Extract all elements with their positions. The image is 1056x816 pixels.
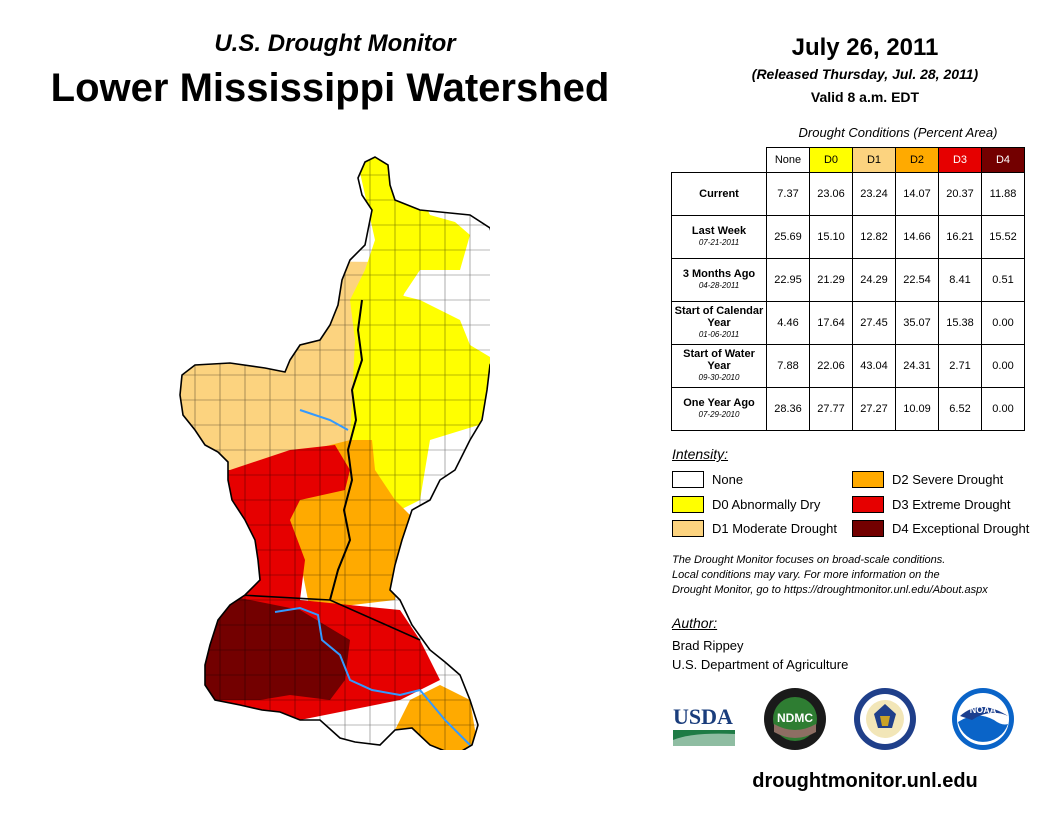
table-cell: 14.66 <box>895 215 939 259</box>
author-organization: U.S. Department of Agriculture <box>672 657 849 672</box>
author-label: Author: <box>672 615 718 631</box>
row-date: 07-21-2011 <box>698 238 740 247</box>
legend-title: Intensity: <box>672 446 729 462</box>
row-label: One Year Ago 07-29-2010 <box>671 387 767 431</box>
table-row: Current 7.37 23.06 23.24 14.07 20.37 11.… <box>671 172 1025 216</box>
table-cell: 0.51 <box>981 258 1025 302</box>
legend-swatch <box>672 471 704 488</box>
table-cell: 0.00 <box>981 387 1025 431</box>
legend-item-none: None <box>672 471 743 488</box>
table-row: Start of Water Year 09-30-2010 7.88 22.06… <box>671 344 1025 388</box>
drought-conditions-table: None D0 D1 D2 D3 D4 Current 7.37 23.06 2… <box>671 147 1025 431</box>
table-cell: 43.04 <box>852 344 896 388</box>
table-row: Start of Calendar Year 01-06-2011 4.46 17… <box>671 301 1025 345</box>
row-label: 3 Months Ago 04-28-2011 <box>671 258 767 302</box>
table-row: 3 Months Ago 04-28-2011 22.95 21.29 24.29… <box>671 258 1025 302</box>
table-title: Drought Conditions (Percent Area) <box>798 125 998 140</box>
table-cell: 17.64 <box>809 301 853 345</box>
row-date: 07-29-2010 <box>698 410 740 419</box>
table-cell: 4.46 <box>766 301 810 345</box>
author-name: Brad Rippey <box>672 638 744 653</box>
row-label: Last Week 07-21-2011 <box>671 215 767 259</box>
row-label: Start of Water Year 09-30-2010 <box>671 344 767 388</box>
noaa-logo: NOAA <box>952 688 1014 750</box>
map-date: July 26, 2011 <box>791 34 939 61</box>
legend-swatch <box>852 496 884 513</box>
legend-item-d3: D3 Extreme Drought <box>852 496 1011 513</box>
table-cell: 2.71 <box>938 344 982 388</box>
column-header: D3 <box>938 147 982 173</box>
table-cell: 15.52 <box>981 215 1025 259</box>
usda-logo: USDA <box>673 704 735 746</box>
table-cell: 35.07 <box>895 301 939 345</box>
row-date: 04-28-2011 <box>698 281 740 290</box>
table-cell: 24.31 <box>895 344 939 388</box>
legend-swatch <box>852 471 884 488</box>
table-cell: 6.52 <box>938 387 982 431</box>
legend-label: D1 Moderate Drought <box>712 521 838 536</box>
table-cell: 25.69 <box>766 215 810 259</box>
valid-time: Valid 8 a.m. EDT <box>810 89 920 105</box>
table-cell: 0.00 <box>981 301 1025 345</box>
legend-label: None <box>712 472 744 487</box>
table-cell: 27.77 <box>809 387 853 431</box>
table-cell: 14.07 <box>895 172 939 216</box>
row-date: 01-06-2011 <box>698 330 740 339</box>
table-cell: 21.29 <box>809 258 853 302</box>
table-cell: 8.41 <box>938 258 982 302</box>
table-cell: 0.00 <box>981 344 1025 388</box>
table-cell: 16.21 <box>938 215 982 259</box>
table-cell: 15.38 <box>938 301 982 345</box>
legend-item-d2: D2 Severe Drought <box>852 471 1003 488</box>
row-label: Current <box>671 172 767 216</box>
website-url[interactable]: droughtmonitor.unl.edu <box>752 770 978 792</box>
column-header: None <box>766 147 810 173</box>
legend-label: D3 Extreme Drought <box>892 497 1011 512</box>
ndmc-logo: NDMC <box>764 688 826 750</box>
table-row: Last Week 07-21-2011 25.69 15.10 12.82 14… <box>671 215 1025 259</box>
table-cell: 7.37 <box>766 172 810 216</box>
column-header: D4 <box>981 147 1025 173</box>
table-cell: 7.88 <box>766 344 810 388</box>
legend-swatch <box>672 520 704 537</box>
release-date: (Released Thursday, Jul. 28, 2011) <box>751 66 979 82</box>
column-header: D2 <box>895 147 939 173</box>
table-cell: 27.27 <box>852 387 896 431</box>
table-cell: 10.09 <box>895 387 939 431</box>
table-cell: 20.37 <box>938 172 982 216</box>
table-cell: 24.29 <box>852 258 896 302</box>
legend-label: D0 Abnormally Dry <box>712 497 821 512</box>
table-cell: 12.82 <box>852 215 896 259</box>
column-header: D0 <box>809 147 853 173</box>
table-cell: 27.45 <box>852 301 896 345</box>
table-cell: 28.36 <box>766 387 810 431</box>
map-subtitle: U.S. Drought Monitor <box>214 30 456 57</box>
table-cell: 15.10 <box>809 215 853 259</box>
disclaimer-note: The Drought Monitor focuses on broad-sca… <box>672 554 988 596</box>
table-cell: 23.24 <box>852 172 896 216</box>
table-cell: 22.06 <box>809 344 853 388</box>
table-cell: 11.88 <box>981 172 1025 216</box>
svg-text:NOAA: NOAA <box>970 705 997 715</box>
legend-item-d1: D1 Moderate Drought <box>672 520 837 537</box>
table-row: One Year Ago 07-29-2010 28.36 27.77 27.27… <box>671 387 1025 431</box>
column-header: D1 <box>852 147 896 173</box>
legend-item-d0: D0 Abnormally Dry <box>672 496 820 513</box>
legend-swatch <box>672 496 704 513</box>
legend-label: D4 Exceptional Drought <box>892 521 1030 536</box>
svg-text:USDA: USDA <box>673 704 733 729</box>
svg-text:NDMC: NDMC <box>777 711 813 725</box>
legend-item-d4: D4 Exceptional Drought <box>852 520 1029 537</box>
doc-seal-logo <box>854 688 916 750</box>
row-date: 09-30-2010 <box>698 373 740 382</box>
table-header-row: None D0 D1 D2 D3 D4 <box>672 147 1025 173</box>
table-cell: 22.54 <box>895 258 939 302</box>
table-cell: 23.06 <box>809 172 853 216</box>
map-title: Lower Mississippi Watershed <box>50 66 610 110</box>
table-cell: 22.95 <box>766 258 810 302</box>
legend-swatch <box>852 520 884 537</box>
legend-label: D2 Severe Drought <box>892 472 1004 487</box>
drought-map <box>179 156 490 750</box>
row-label: Start of Calendar Year 01-06-2011 <box>671 301 767 345</box>
